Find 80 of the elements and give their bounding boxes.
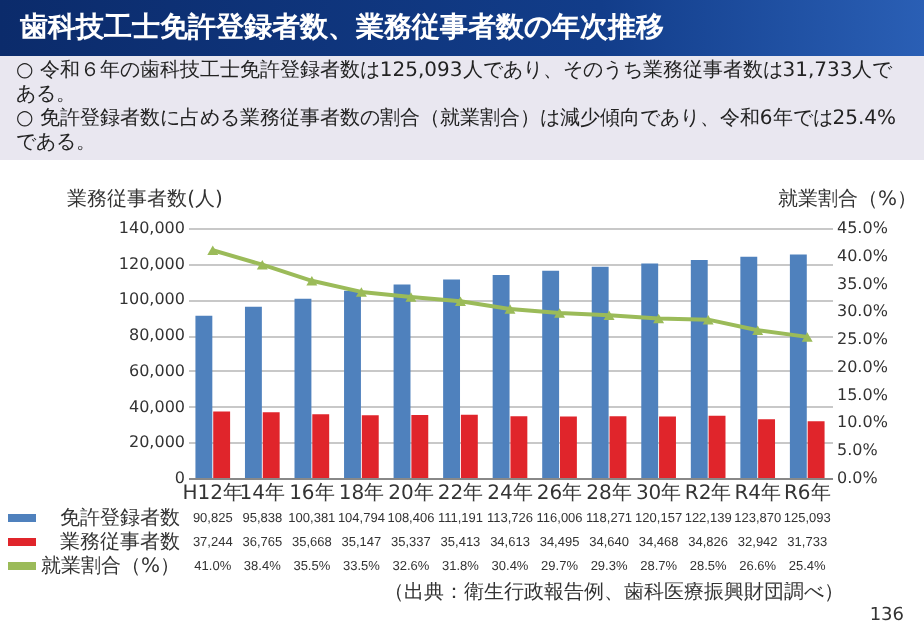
- x-tick-label: 14年: [239, 481, 286, 505]
- y2-tick-label: 45.0%: [837, 219, 889, 237]
- x-tick-label: 26年: [536, 481, 583, 505]
- bar: [708, 415, 726, 478]
- text: ○ 免許登録者数に占める業務従事者数の割合（就業割合）は減少傾向であり、令和6年では25.4%である。: [16, 108, 899, 156]
- chart-title: 歯科技工士免許登録者数、業務従事者数の年次推移: [0, 0, 924, 56]
- point: [207, 245, 219, 255]
- bar: [344, 290, 361, 478]
- bar: [213, 411, 231, 478]
- bar: [443, 279, 461, 478]
- legend-label: 業務従事者数: [60, 530, 180, 554]
- y-tick-label: 60,000: [129, 361, 185, 380]
- bar: [758, 419, 776, 478]
- bar: [641, 263, 659, 478]
- y2-tick-label: 25.0%: [837, 330, 889, 349]
- y2-axis-title: 就業割合（%）: [777, 187, 917, 211]
- point: [603, 310, 615, 320]
- point: [504, 304, 516, 314]
- bar: [807, 421, 825, 478]
- x-tick-label: 24年: [487, 481, 533, 505]
- y2-tick-label: 30.0%: [837, 302, 889, 321]
- y-tick-label: 0: [174, 469, 185, 487]
- bar: [262, 412, 280, 478]
- y-tick-label: 140,000: [118, 219, 185, 237]
- x-tick-label: R2年: [684, 481, 732, 505]
- bar: [542, 270, 560, 478]
- text: ○ 令和６年の歯科技工士免許登録者数は125,093人であり、そのうち業務従事者数は31,733人である。: [16, 60, 895, 107]
- x-tick-label: 30年: [635, 481, 682, 505]
- y-tick-label: 20,000: [129, 433, 185, 452]
- bar: [659, 416, 676, 478]
- y-tick-label: 40,000: [129, 397, 185, 416]
- x-tick-label: R6年: [783, 481, 831, 505]
- bar: [195, 315, 213, 478]
- bar: [460, 414, 478, 478]
- bar: [559, 416, 577, 478]
- legend-label: 就業割合（%）: [40, 554, 180, 578]
- point: [702, 314, 714, 325]
- bar: [244, 306, 262, 478]
- point: [653, 313, 665, 324]
- x-tick-label: 18年: [338, 481, 385, 505]
- y-tick-label: 100,000: [118, 290, 185, 309]
- y2-tick-label: 20.0%: [837, 357, 889, 376]
- y-axis-title: 業務従事者数(人): [67, 187, 223, 211]
- y2-tick-label: 35.0%: [837, 274, 889, 293]
- y2-tick-label: 10.0%: [837, 413, 889, 432]
- bar: [591, 266, 609, 478]
- point: [752, 325, 764, 335]
- bar: [361, 415, 379, 478]
- point: [801, 332, 813, 342]
- bar: [294, 298, 312, 478]
- point: [554, 308, 566, 318]
- y-tick-label: 120,000: [118, 254, 185, 273]
- point: [405, 292, 417, 302]
- point: [355, 287, 367, 297]
- x-tick-label: 22年: [437, 481, 484, 505]
- y2-tick-label: 40.0%: [837, 246, 889, 265]
- x-tick-label: R4年: [734, 481, 781, 505]
- bar: [510, 416, 528, 478]
- bar: [789, 254, 807, 478]
- bar: [312, 414, 330, 478]
- bar: [492, 274, 510, 478]
- x-tick-label: H12年: [182, 481, 244, 505]
- legend-label: 免許登録者数: [60, 506, 180, 530]
- point: [256, 259, 268, 270]
- bar: [690, 259, 708, 478]
- x-tick-label: 20年: [388, 481, 434, 505]
- text: 136: [867, 606, 906, 626]
- point: [306, 276, 318, 286]
- point: [454, 296, 466, 307]
- bar: [740, 256, 758, 478]
- text: （出典：衛生行政報告例、歯科医療振興財団調べ）: [382, 580, 846, 606]
- y2-tick-label: 15.0%: [837, 385, 889, 404]
- x-tick-label: 28年: [586, 481, 632, 505]
- y2-tick-label: 0.0%: [837, 469, 879, 487]
- y-tick-label: 80,000: [129, 326, 185, 345]
- x-tick-label: 16年: [289, 481, 335, 505]
- bar: [393, 284, 411, 478]
- bar: [411, 414, 429, 478]
- bar: [609, 416, 627, 478]
- y2-tick-label: 5.0%: [837, 441, 879, 460]
